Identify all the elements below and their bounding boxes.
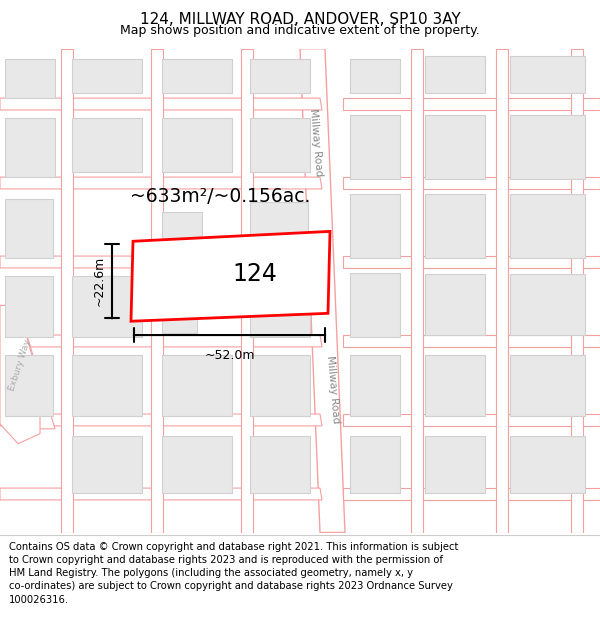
Polygon shape [151,49,163,532]
Text: ~22.6m: ~22.6m [93,256,106,306]
Bar [162,59,232,93]
Text: ~52.0m: ~52.0m [204,349,255,362]
Polygon shape [343,488,600,500]
Polygon shape [0,335,322,347]
Bar [510,355,585,416]
Polygon shape [241,49,253,532]
Bar [510,436,585,493]
Bar [425,355,485,416]
Polygon shape [343,414,600,426]
Bar [5,355,53,416]
Polygon shape [0,256,322,268]
Polygon shape [496,49,508,532]
Polygon shape [300,49,345,532]
Polygon shape [0,98,322,110]
Bar [425,274,485,335]
Bar [72,355,142,416]
Bar [5,59,55,98]
Bar [250,355,310,416]
Bar [350,59,400,93]
Bar [5,276,53,337]
Text: Millway Road: Millway Road [325,355,341,424]
Bar [162,212,202,251]
Text: Contains OS data © Crown copyright and database right 2021. This information is : Contains OS data © Crown copyright and d… [9,542,458,604]
Bar [250,202,308,251]
Polygon shape [61,49,73,532]
Bar [162,436,232,493]
Bar [250,436,310,493]
Bar [72,436,142,493]
Bar [5,199,53,258]
Bar [5,118,55,177]
Bar [162,118,232,172]
Bar [350,436,400,493]
Polygon shape [0,306,55,429]
Polygon shape [0,488,322,500]
Bar [510,194,585,258]
Bar [510,274,585,335]
Polygon shape [131,231,330,321]
Text: ~633m²/~0.156ac.: ~633m²/~0.156ac. [130,188,310,206]
Bar [72,59,142,93]
Bar [510,115,585,179]
Polygon shape [0,177,322,189]
Bar [72,118,142,172]
Text: 124, MILLWAY ROAD, ANDOVER, SP10 3AY: 124, MILLWAY ROAD, ANDOVER, SP10 3AY [140,12,460,27]
Polygon shape [571,49,583,532]
Bar [350,115,400,179]
Polygon shape [343,98,600,110]
Bar [350,355,400,416]
Bar [425,56,485,93]
Bar [72,276,142,337]
Bar [425,436,485,493]
Text: 124: 124 [233,262,277,286]
Bar [162,355,232,416]
Bar [350,273,400,337]
Bar [162,299,197,333]
Bar [250,118,310,172]
Polygon shape [0,414,322,426]
Bar [250,276,310,337]
Polygon shape [343,256,600,268]
Polygon shape [343,335,600,347]
Text: Exbury Way: Exbury Way [7,338,32,391]
Bar [250,59,310,93]
Bar [510,56,585,93]
Polygon shape [0,306,40,444]
Polygon shape [343,177,600,189]
Polygon shape [411,49,423,532]
Bar [350,194,400,258]
Text: Map shows position and indicative extent of the property.: Map shows position and indicative extent… [120,24,480,36]
Bar [425,115,485,179]
Bar [425,194,485,258]
Text: Millway Road: Millway Road [308,108,324,177]
